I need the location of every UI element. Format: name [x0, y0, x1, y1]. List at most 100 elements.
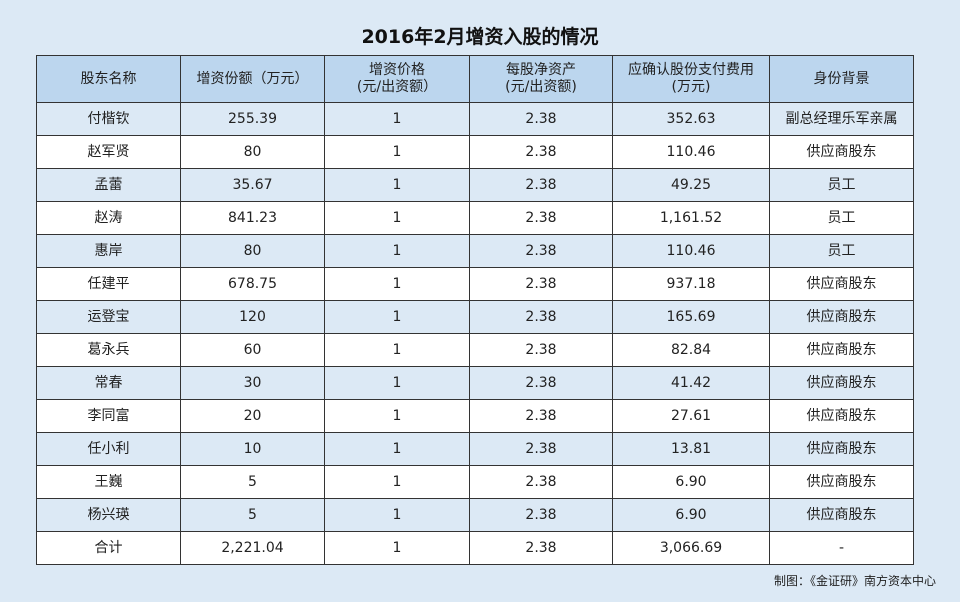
cell-increase-amount: 120 [180, 300, 325, 334]
cell-increase-price: 1 [324, 432, 470, 466]
cell-increase-amount: 80 [180, 234, 325, 268]
cell-share-payment-expense: 49.25 [612, 168, 770, 202]
cell-increase-amount: 255.39 [180, 102, 325, 136]
cell-share-payment-expense: 110.46 [612, 234, 770, 268]
chart-credit: 制图：《金证研》南方资本中心 [773, 574, 936, 588]
total-row: 合计 2,221.04 1 2.38 3,066.69- [36, 531, 914, 565]
cell-increase-price: 1 [324, 102, 470, 136]
cell-share-payment-expense: 13.81 [612, 432, 770, 466]
cell-net-assets-per-share: 2.38 [469, 333, 613, 367]
header-shareholder-name: 股东名称 [36, 55, 181, 103]
cell-identity-background: 员工 [769, 201, 914, 235]
table-row: 常春 30 1 2.38 41.42 供应商股东 [36, 366, 914, 400]
table-row: 运登宝 120 1 2.38 165.69 供应商股东 [36, 300, 914, 334]
cell-shareholder-name: 赵涛 [36, 201, 181, 235]
table-row: 赵军贤 80 1 2.38 110.46 供应商股东 [36, 135, 914, 169]
cell-shareholder-name: 葛永兵 [36, 333, 181, 367]
cell-identity-background: 供应商股东 [769, 366, 914, 400]
cell-increase-amount: 10 [180, 432, 325, 466]
header-row: 股东名称 增资份额（万元） 增资价格 (元/出资额） 每股净资产 (元/出资额) 应确认股份… [36, 55, 914, 103]
cell-shareholder-name: 孟蕾 [36, 168, 181, 202]
header-label: 应确认股份支付费用 [628, 62, 754, 78]
cell-net-assets-per-share: 2.38 [469, 168, 613, 202]
header-identity-background: 身份背景 [769, 55, 914, 103]
cell-identity-background: 员工 [769, 168, 914, 202]
cell-shareholder-name: 运登宝 [36, 300, 181, 334]
cell-identity-background: 供应商股东 [769, 333, 914, 367]
cell-identity-background: 供应商股东 [769, 267, 914, 301]
cell-shareholder-name: 杨兴瑛 [36, 498, 181, 532]
cell-net-assets-per-share: 2.38 [469, 366, 613, 400]
cell-share-payment-expense: 41.42 [612, 366, 770, 400]
table-row: 王巍 5 1 2.38 6.90 供应商股东 [36, 465, 914, 499]
cell-net-assets-per-share: 2.38 [469, 432, 613, 466]
header-increase-amount: 增资份额（万元） [180, 55, 325, 103]
cell-identity-background: - [769, 531, 914, 565]
cell-net-assets-per-share: 2.38 [469, 531, 613, 565]
cell-shareholder-name: 王巍 [36, 465, 181, 499]
table-body: 付楷钦 255.39 1 2.38 352.63 副总经理乐军亲属 赵军贤 80 1 2.38 11… [36, 102, 914, 565]
cell-increase-price: 1 [324, 465, 470, 499]
header-label: 身份背景 [813, 70, 870, 87]
header-label: 股东名称 [80, 70, 137, 87]
cell-net-assets-per-share: 2.38 [469, 102, 613, 136]
cell-net-assets-per-share: 2.38 [469, 399, 613, 433]
cell-increase-amount: 678.75 [180, 267, 325, 301]
cell-increase-price: 1 [324, 498, 470, 532]
header-label: 每股净资产 [506, 62, 576, 78]
header-increase-price: 增资价格 (元/出资额） [324, 55, 470, 103]
cell-share-payment-expense: 27.61 [612, 399, 770, 433]
header-share-payment-expense: 应确认股份支付费用 (万元) [612, 55, 770, 103]
cell-shareholder-name: 付楷钦 [36, 102, 181, 136]
cell-increase-amount: 20 [180, 399, 325, 433]
cell-increase-amount: 30 [180, 366, 325, 400]
cell-shareholder-name: 李同富 [36, 399, 181, 433]
cell-share-payment-expense: 6.90 [612, 465, 770, 499]
cell-identity-background: 供应商股东 [769, 399, 914, 433]
header-unit: (元/出资额） [356, 79, 438, 95]
cell-increase-amount: 5 [180, 465, 325, 499]
cell-increase-price: 1 [324, 333, 470, 367]
cell-increase-price: 1 [324, 366, 470, 400]
table-row: 葛永兵 60 1 2.38 82.84 供应商股东 [36, 333, 914, 367]
cell-share-payment-expense: 82.84 [612, 333, 770, 367]
cell-identity-background: 副总经理乐军亲属 [769, 102, 914, 136]
cell-net-assets-per-share: 2.38 [469, 135, 613, 169]
cell-share-payment-expense: 1,161.52 [612, 201, 770, 235]
table-row: 孟蕾 35.67 1 2.38 49.25 员工 [36, 168, 914, 202]
cell-increase-amount: 35.67 [180, 168, 325, 202]
header-label: 增资份额（万元） [196, 70, 309, 87]
table-title: 2016年2月增资入股的情况 [361, 26, 599, 48]
cell-share-payment-expense: 6.90 [612, 498, 770, 532]
cell-increase-price: 1 [324, 168, 470, 202]
cell-increase-amount: 5 [180, 498, 325, 532]
cell-share-payment-expense: 352.63 [612, 102, 770, 136]
cell-net-assets-per-share: 2.38 [469, 498, 613, 532]
cell-increase-amount: 60 [180, 333, 325, 367]
cell-increase-amount: 2,221.04 [180, 531, 325, 565]
table-header: 股东名称 增资份额（万元） 增资价格 (元/出资额） 每股净资产 (元/出资额) 应确认股份… [36, 55, 914, 103]
table-row: 付楷钦 255.39 1 2.38 352.63 副总经理乐军亲属 [36, 102, 914, 136]
cell-increase-price: 1 [324, 234, 470, 268]
cell-shareholder-name: 任建平 [36, 267, 181, 301]
cell-net-assets-per-share: 2.38 [469, 267, 613, 301]
cell-identity-background: 供应商股东 [769, 465, 914, 499]
cell-share-payment-expense: 3,066.69 [612, 531, 770, 565]
cell-share-payment-expense: 110.46 [612, 135, 770, 169]
cell-net-assets-per-share: 2.38 [469, 234, 613, 268]
cell-identity-background: 供应商股东 [769, 300, 914, 334]
cell-increase-price: 1 [324, 300, 470, 334]
capital-increase-table: 股东名称 增资份额（万元） 增资价格 (元/出资额） 每股净资产 (元/出资额) 应确认股份… [36, 55, 914, 565]
cell-net-assets-per-share: 2.38 [469, 201, 613, 235]
table-row: 任小利 10 1 2.38 13.81 供应商股东 [36, 432, 914, 466]
header-label: 增资价格 [369, 62, 425, 78]
table-row: 杨兴瑛 5 1 2.38 6.90 供应商股东 [36, 498, 914, 532]
cell-identity-background: 供应商股东 [769, 135, 914, 169]
cell-share-payment-expense: 165.69 [612, 300, 770, 334]
header-unit: (万元) [671, 79, 711, 95]
table-row: 赵涛 841.23 1 2.38 1,161.52 员工 [36, 201, 914, 235]
cell-shareholder-name: 常春 [36, 366, 181, 400]
cell-increase-price: 1 [324, 267, 470, 301]
cell-identity-background: 员工 [769, 234, 914, 268]
cell-increase-amount: 841.23 [180, 201, 325, 235]
